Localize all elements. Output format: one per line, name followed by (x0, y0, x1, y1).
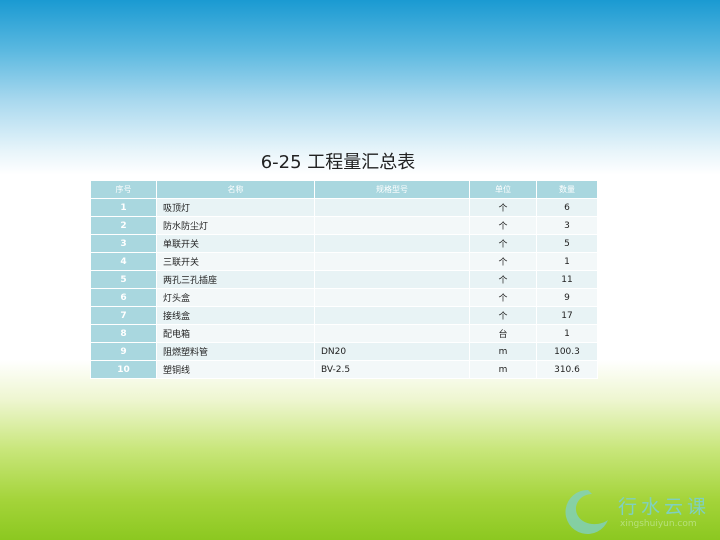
col-qty: 数量 (536, 180, 598, 199)
col-spec: 规格型号 (314, 180, 470, 199)
row-index: 6 (90, 288, 157, 307)
col-unit: 单位 (469, 180, 537, 199)
item-unit: 个 (469, 216, 537, 235)
col-index: 序号 (90, 180, 157, 199)
item-qty: 5 (536, 234, 598, 253)
item-name: 塑铜线 (156, 360, 315, 379)
table-row: 4 三联开关 个 1 (90, 252, 598, 271)
row-index: 5 (90, 270, 157, 289)
item-qty: 1 (536, 252, 598, 271)
item-unit: 个 (469, 288, 537, 307)
item-name: 灯头盒 (156, 288, 315, 307)
item-name: 单联开关 (156, 234, 315, 253)
item-qty: 3 (536, 216, 598, 235)
item-unit: 个 (469, 306, 537, 325)
slide-title: 6-25 工程量汇总表 (260, 152, 416, 173)
table-row: 6 灯头盒 个 9 (90, 288, 598, 307)
item-name: 两孔三孔插座 (156, 270, 315, 289)
table-header: 序号 名称 规格型号 单位 数量 (90, 180, 598, 199)
item-name: 阻燃塑料管 (156, 342, 315, 361)
item-qty: 310.6 (536, 360, 598, 379)
table-row: 10 塑铜线 BV-2.5 m 310.6 (90, 360, 598, 379)
table-row: 5 两孔三孔插座 个 11 (90, 270, 598, 289)
table-row: 2 防水防尘灯 个 3 (90, 216, 598, 235)
item-spec (314, 270, 470, 289)
row-index: 4 (90, 252, 157, 271)
item-spec (314, 306, 470, 325)
item-unit: m (469, 360, 537, 379)
row-index: 8 (90, 324, 157, 343)
item-unit: 个 (469, 270, 537, 289)
item-spec (314, 234, 470, 253)
col-name: 名称 (156, 180, 315, 199)
item-spec: DN20 (314, 342, 470, 361)
item-qty: 11 (536, 270, 598, 289)
row-index: 7 (90, 306, 157, 325)
logo: 行水云课 xingshuiyun.com (562, 486, 712, 536)
item-spec (314, 252, 470, 271)
item-spec (314, 216, 470, 235)
table-row: 9 阻燃塑料管 DN20 m 100.3 (90, 342, 598, 361)
row-index: 9 (90, 342, 157, 361)
item-name: 接线盒 (156, 306, 315, 325)
table-row: 7 接线盒 个 17 (90, 306, 598, 325)
item-name: 配电箱 (156, 324, 315, 343)
item-unit: 个 (469, 252, 537, 271)
quantity-table: 序号 名称 规格型号 单位 数量 1 吸顶灯个 6 2 防水防尘灯个 3 3 单联开关个 5 4 三… (90, 180, 598, 379)
table-row: 1 吸顶灯 个 6 (90, 198, 598, 217)
item-unit: 个 (469, 198, 537, 217)
item-unit: 台 (469, 324, 537, 343)
item-name: 三联开关 (156, 252, 315, 271)
wave-logo-icon (565, 489, 608, 534)
item-spec (314, 324, 470, 343)
item-spec: BV-2.5 (314, 360, 470, 379)
item-unit: m (469, 342, 537, 361)
item-qty: 1 (536, 324, 598, 343)
item-name: 吸顶灯 (156, 198, 315, 217)
item-qty: 6 (536, 198, 598, 217)
item-unit: 个 (469, 234, 537, 253)
item-qty: 9 (536, 288, 598, 307)
item-spec (314, 288, 470, 307)
table-row: 8 配电箱 台 1 (90, 324, 598, 343)
item-qty: 17 (536, 306, 598, 325)
item-name: 防水防尘灯 (156, 216, 315, 235)
row-index: 10 (90, 360, 157, 379)
item-qty: 100.3 (536, 342, 598, 361)
row-index: 2 (90, 216, 157, 235)
table-row: 3 单联开关 个 5 (90, 234, 598, 253)
row-index: 3 (90, 234, 157, 253)
row-index: 1 (90, 198, 157, 217)
item-spec (314, 198, 470, 217)
